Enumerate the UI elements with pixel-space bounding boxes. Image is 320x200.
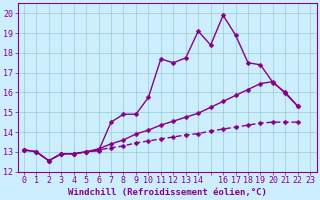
X-axis label: Windchill (Refroidissement éolien,°C): Windchill (Refroidissement éolien,°C) — [68, 188, 267, 197]
